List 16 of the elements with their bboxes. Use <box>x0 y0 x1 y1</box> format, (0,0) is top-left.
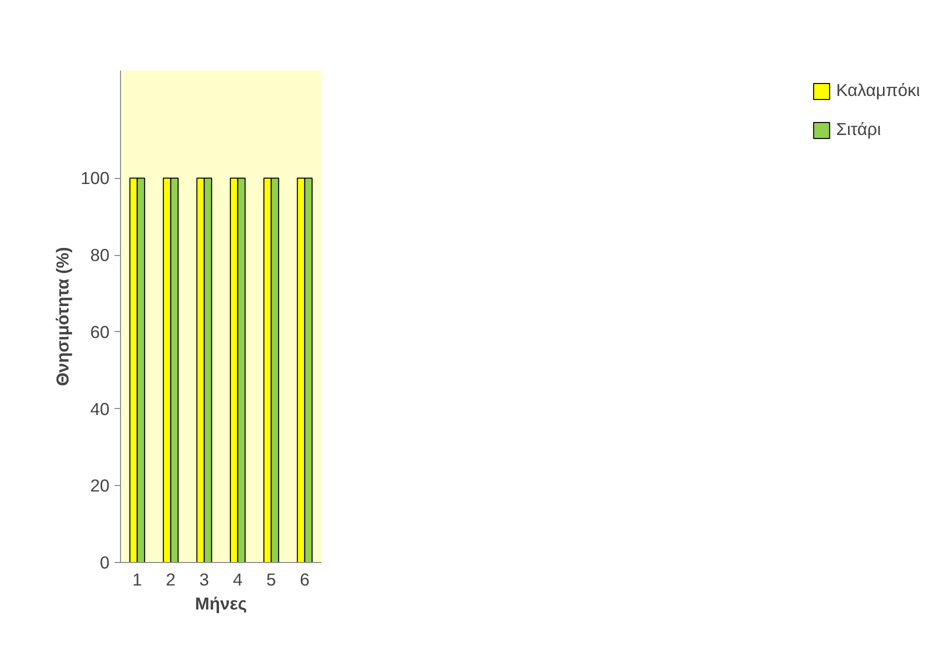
legend-label: Σιτάρι <box>836 119 882 140</box>
y-axis-title: Θνησιμότητα (%) <box>52 246 73 386</box>
x-tick-label: 1 <box>132 570 142 590</box>
y-tick-label: 40 <box>90 398 110 419</box>
x-tick-label: 3 <box>199 570 210 590</box>
y-tick-label: 20 <box>90 476 110 496</box>
legend-label: Καλαμπόκι <box>836 80 920 101</box>
y-tick-label: 0 <box>100 552 110 572</box>
y-tick-label: 100 <box>80 168 110 188</box>
x-tick-label: 4 <box>232 570 243 590</box>
x-tick-label: 6 <box>300 570 310 590</box>
x-tick-label: 5 <box>266 570 276 590</box>
y-tick-label: 60 <box>90 322 110 342</box>
x-axis-title: Μήνες <box>195 594 247 614</box>
x-tick-label: 2 <box>166 570 176 590</box>
y-tick-label: 80 <box>90 245 110 265</box>
